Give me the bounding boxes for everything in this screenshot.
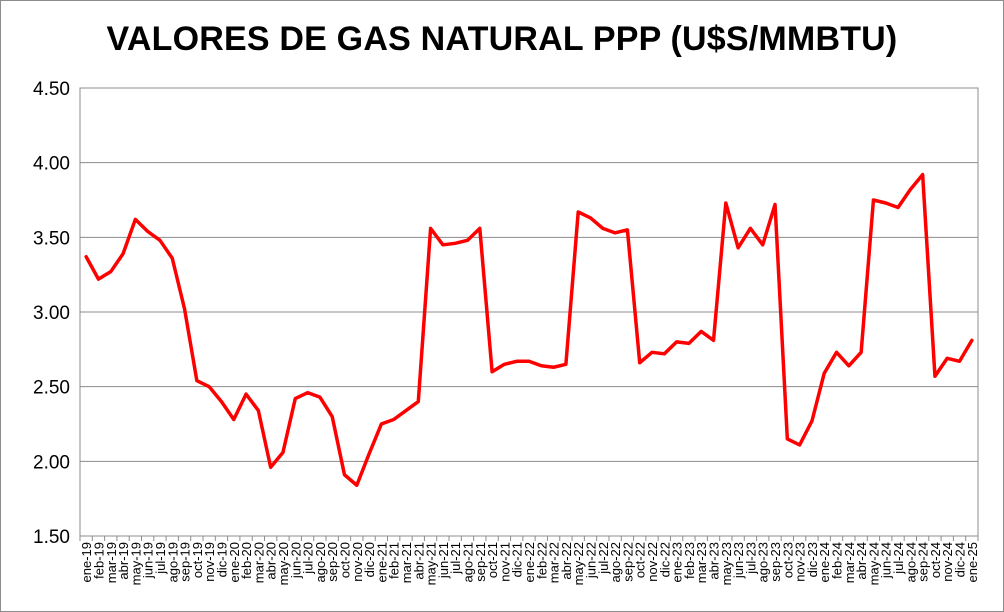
x-tick-label: oct-22 <box>633 542 648 578</box>
x-tick-label: sep-20 <box>325 542 340 582</box>
x-tick-label: mar-22 <box>547 542 562 583</box>
x-tick-label: ene-23 <box>670 542 685 582</box>
x-tick-label: jul-23 <box>743 542 758 575</box>
x-tick-label: jul-21 <box>448 542 463 575</box>
x-tick-label: sep-23 <box>768 542 783 582</box>
x-tick-label: nov-24 <box>940 542 955 582</box>
x-tick-label: dic-22 <box>657 542 672 577</box>
x-tick-label: may-23 <box>719 542 734 585</box>
x-tick-label: jul-24 <box>891 542 906 575</box>
x-tick-label: abr-21 <box>411 542 426 580</box>
x-tick-label: ago-24 <box>903 542 918 582</box>
x-tick-label: mar-19 <box>104 542 119 583</box>
y-tick-label: 3.00 <box>33 303 70 324</box>
chart-title: VALORES DE GAS NATURAL PPP (U$S/MMBTU) <box>106 20 898 58</box>
x-tick-label: oct-19 <box>190 542 205 578</box>
x-tick-label: ago-19 <box>165 542 180 582</box>
x-tick-label: nov-22 <box>645 542 660 582</box>
x-tick-label: jun-20 <box>288 542 303 579</box>
y-tick-label: 4.50 <box>33 79 70 100</box>
x-tick-label: jul-20 <box>301 542 316 575</box>
x-tick-label: ene-25 <box>965 542 980 582</box>
y-tick-label: 1.50 <box>33 527 70 548</box>
x-tick-label: jun-24 <box>879 542 894 579</box>
x-tick-label: jun-19 <box>141 542 156 579</box>
series-line <box>84 172 974 487</box>
x-tick-label: abr-22 <box>559 542 574 580</box>
x-tick-label: mar-24 <box>842 542 857 583</box>
x-tick-label: ago-22 <box>608 542 623 582</box>
x-tick-label: dic-23 <box>805 542 820 577</box>
x-tick-label: feb-21 <box>387 542 402 579</box>
x-tick-label: may-20 <box>276 542 291 585</box>
x-tick-label: feb-24 <box>830 542 845 579</box>
x-tick-label: jun-23 <box>731 542 746 579</box>
x-tick-label: jul-22 <box>596 542 611 575</box>
x-tick-label: ene-20 <box>227 542 242 582</box>
x-tick-label: jul-19 <box>153 542 168 575</box>
x-tick-label: sep-21 <box>473 542 488 582</box>
x-tick-label: ago-21 <box>460 542 475 582</box>
x-tick-label: ene-21 <box>374 542 389 582</box>
x-tick-label: feb-23 <box>682 542 697 579</box>
x-tick-label: jun-22 <box>584 542 599 579</box>
x-tick-label: sep-24 <box>916 542 931 582</box>
x-tick-label: abr-23 <box>707 542 722 580</box>
x-tick-label: dic-20 <box>362 542 377 577</box>
x-tick-label: nov-21 <box>497 542 512 582</box>
x-tick-label: mar-23 <box>694 542 709 583</box>
y-tick-label: 2.50 <box>33 378 70 399</box>
x-tick-label: feb-19 <box>91 542 106 579</box>
x-tick-label: abr-24 <box>854 542 869 580</box>
x-tick-label: ago-20 <box>313 542 328 582</box>
x-tick-label: sep-19 <box>178 542 193 582</box>
x-tick-label: mar-20 <box>251 542 266 583</box>
x-tick-label: may-24 <box>866 542 881 585</box>
x-tick-label: nov-20 <box>350 542 365 582</box>
y-tick-label: 3.50 <box>33 228 70 249</box>
x-tick-label: may-21 <box>424 542 439 585</box>
x-tick-label: abr-20 <box>264 542 279 580</box>
x-tick-label: nov-23 <box>793 542 808 582</box>
x-tick-label: sep-22 <box>620 542 635 582</box>
x-tick-label: nov-19 <box>202 542 217 582</box>
y-tick-label: 2.00 <box>33 452 70 473</box>
x-tick-label: dic-21 <box>510 542 525 577</box>
x-tick-label: ene-22 <box>522 542 537 582</box>
x-tick-label: may-19 <box>128 542 143 585</box>
x-tick-label: oct-21 <box>485 542 500 578</box>
x-tick-label: oct-23 <box>780 542 795 578</box>
x-tick-label: feb-22 <box>534 542 549 579</box>
x-tick-label: jun-21 <box>436 542 451 579</box>
y-tick-label: 4.00 <box>33 154 70 175</box>
x-tick-label: dic-24 <box>953 542 968 577</box>
x-tick-label: ago-23 <box>756 542 771 582</box>
x-tick-label: oct-20 <box>337 542 352 578</box>
x-tick-label: mar-21 <box>399 542 414 583</box>
x-tick-label: ene-24 <box>817 542 832 582</box>
x-tick-label: feb-20 <box>239 542 254 579</box>
x-tick-label: dic-19 <box>214 542 229 577</box>
x-tick-label: may-22 <box>571 542 586 585</box>
x-tick-label: abr-19 <box>116 542 131 580</box>
x-tick-label: oct-24 <box>928 542 943 578</box>
plot-area <box>79 87 979 537</box>
x-tick-label: ene-19 <box>79 542 94 582</box>
